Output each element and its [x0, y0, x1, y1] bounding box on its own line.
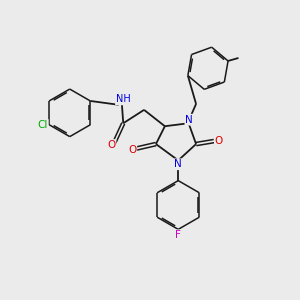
- Text: N: N: [185, 115, 193, 125]
- Text: Cl: Cl: [38, 120, 48, 130]
- Text: O: O: [128, 145, 136, 155]
- Text: O: O: [215, 136, 223, 146]
- Text: NH: NH: [116, 94, 130, 104]
- Text: N: N: [174, 159, 182, 169]
- Text: O: O: [107, 140, 116, 150]
- Text: F: F: [175, 230, 181, 240]
